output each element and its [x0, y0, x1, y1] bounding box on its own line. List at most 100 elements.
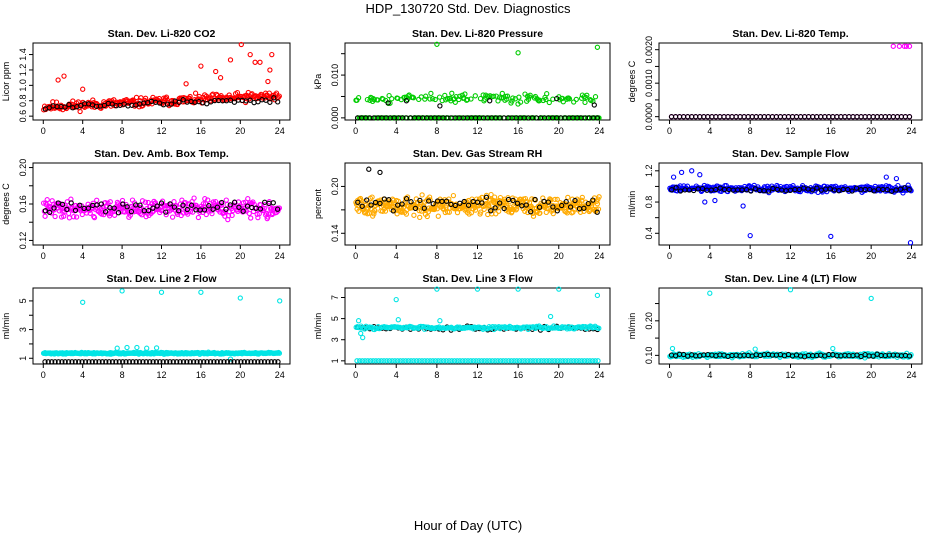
data-point	[571, 358, 577, 364]
data-point	[707, 290, 713, 296]
data-point	[384, 358, 390, 364]
x-tick-label: 12	[785, 370, 795, 380]
x-tick-label: 12	[156, 126, 166, 136]
data-point	[413, 358, 420, 364]
data-point	[515, 286, 521, 292]
data-point	[523, 202, 529, 208]
y-tick-label: 0.0020	[644, 36, 654, 64]
data-point	[115, 210, 122, 216]
data-point	[557, 358, 563, 364]
data-point	[392, 358, 398, 364]
data-point	[231, 359, 237, 365]
data-point	[446, 358, 452, 364]
data-point	[451, 358, 458, 364]
x-tick-label: 20	[235, 370, 245, 380]
data-point	[397, 358, 403, 364]
data-point	[87, 210, 93, 216]
data-point	[99, 209, 106, 215]
data-point	[42, 359, 48, 365]
data-point	[47, 209, 53, 216]
data-point	[369, 194, 375, 200]
data-point	[883, 174, 889, 180]
data-point	[453, 94, 459, 100]
data-point	[554, 208, 560, 214]
data-point	[538, 358, 544, 364]
data-point	[52, 213, 58, 220]
data-point	[594, 209, 600, 215]
data-point	[501, 205, 507, 212]
data-point	[435, 213, 441, 219]
data-point	[234, 89, 241, 96]
data-point	[188, 202, 195, 208]
x-tick-label: 20	[866, 370, 876, 380]
data-point	[487, 98, 493, 104]
data-point	[511, 358, 517, 364]
data-point	[150, 205, 156, 211]
data-point	[592, 358, 598, 364]
data-point	[145, 207, 152, 214]
data-point	[65, 359, 72, 365]
x-tick-label: 4	[707, 370, 712, 380]
y-tick-label: 0.8	[18, 94, 28, 107]
data-point	[752, 346, 758, 352]
data-point	[443, 198, 450, 204]
x-tick-label: 12	[472, 251, 482, 261]
data-point	[532, 196, 538, 203]
data-point	[354, 358, 360, 364]
data-point	[450, 192, 457, 199]
series-hourly	[668, 114, 913, 120]
data-point	[579, 197, 585, 203]
x-tick-label: 4	[394, 251, 399, 261]
data-point	[393, 296, 399, 303]
data-point	[437, 103, 443, 109]
data-point	[535, 358, 542, 364]
data-point	[377, 200, 383, 207]
x-tick-label: 24	[594, 251, 604, 261]
x-tick-label: 24	[275, 126, 285, 136]
data-point	[483, 194, 490, 200]
y-tick-label: 0.16	[18, 195, 28, 213]
data-point	[368, 202, 374, 208]
data-point	[890, 43, 896, 49]
data-point	[147, 359, 153, 365]
x-tick-label: 16	[196, 370, 206, 380]
data-point	[896, 43, 903, 49]
data-point	[546, 99, 552, 106]
data-point	[592, 94, 599, 100]
y-axis-label: ml/min	[1, 313, 11, 340]
data-point	[411, 358, 417, 364]
data-point	[277, 298, 283, 304]
data-point	[78, 103, 84, 109]
data-point	[519, 358, 525, 364]
y-axis-label: ml/min	[313, 313, 323, 340]
data-point	[596, 194, 602, 200]
data-point	[222, 209, 229, 215]
data-point	[454, 358, 460, 364]
data-point	[591, 102, 597, 108]
x-tick-label: 12	[472, 126, 482, 136]
x-tick-label: 24	[906, 370, 916, 380]
data-point	[581, 358, 588, 364]
data-point	[73, 214, 80, 220]
data-point	[588, 324, 595, 330]
data-point	[492, 358, 498, 364]
data-point	[142, 95, 149, 101]
data-point	[565, 95, 572, 101]
data-point	[59, 359, 65, 365]
y-tick-label: 1	[330, 358, 340, 363]
panel-title: Stan. Dev. Line 3 Flow	[422, 273, 533, 285]
data-point	[434, 286, 440, 292]
data-point	[197, 359, 203, 365]
data-point	[377, 169, 383, 176]
data-point	[411, 212, 417, 218]
data-point	[59, 201, 66, 208]
x-tick-label: 4	[707, 126, 712, 136]
data-point	[177, 359, 183, 365]
data-point	[261, 359, 268, 365]
data-point	[386, 92, 392, 99]
panel-title: Stan. Dev. Sample Flow	[732, 148, 850, 160]
data-point	[416, 358, 422, 364]
data-point	[565, 358, 571, 364]
data-point	[549, 358, 555, 364]
x-tick-label: 0	[353, 251, 358, 261]
